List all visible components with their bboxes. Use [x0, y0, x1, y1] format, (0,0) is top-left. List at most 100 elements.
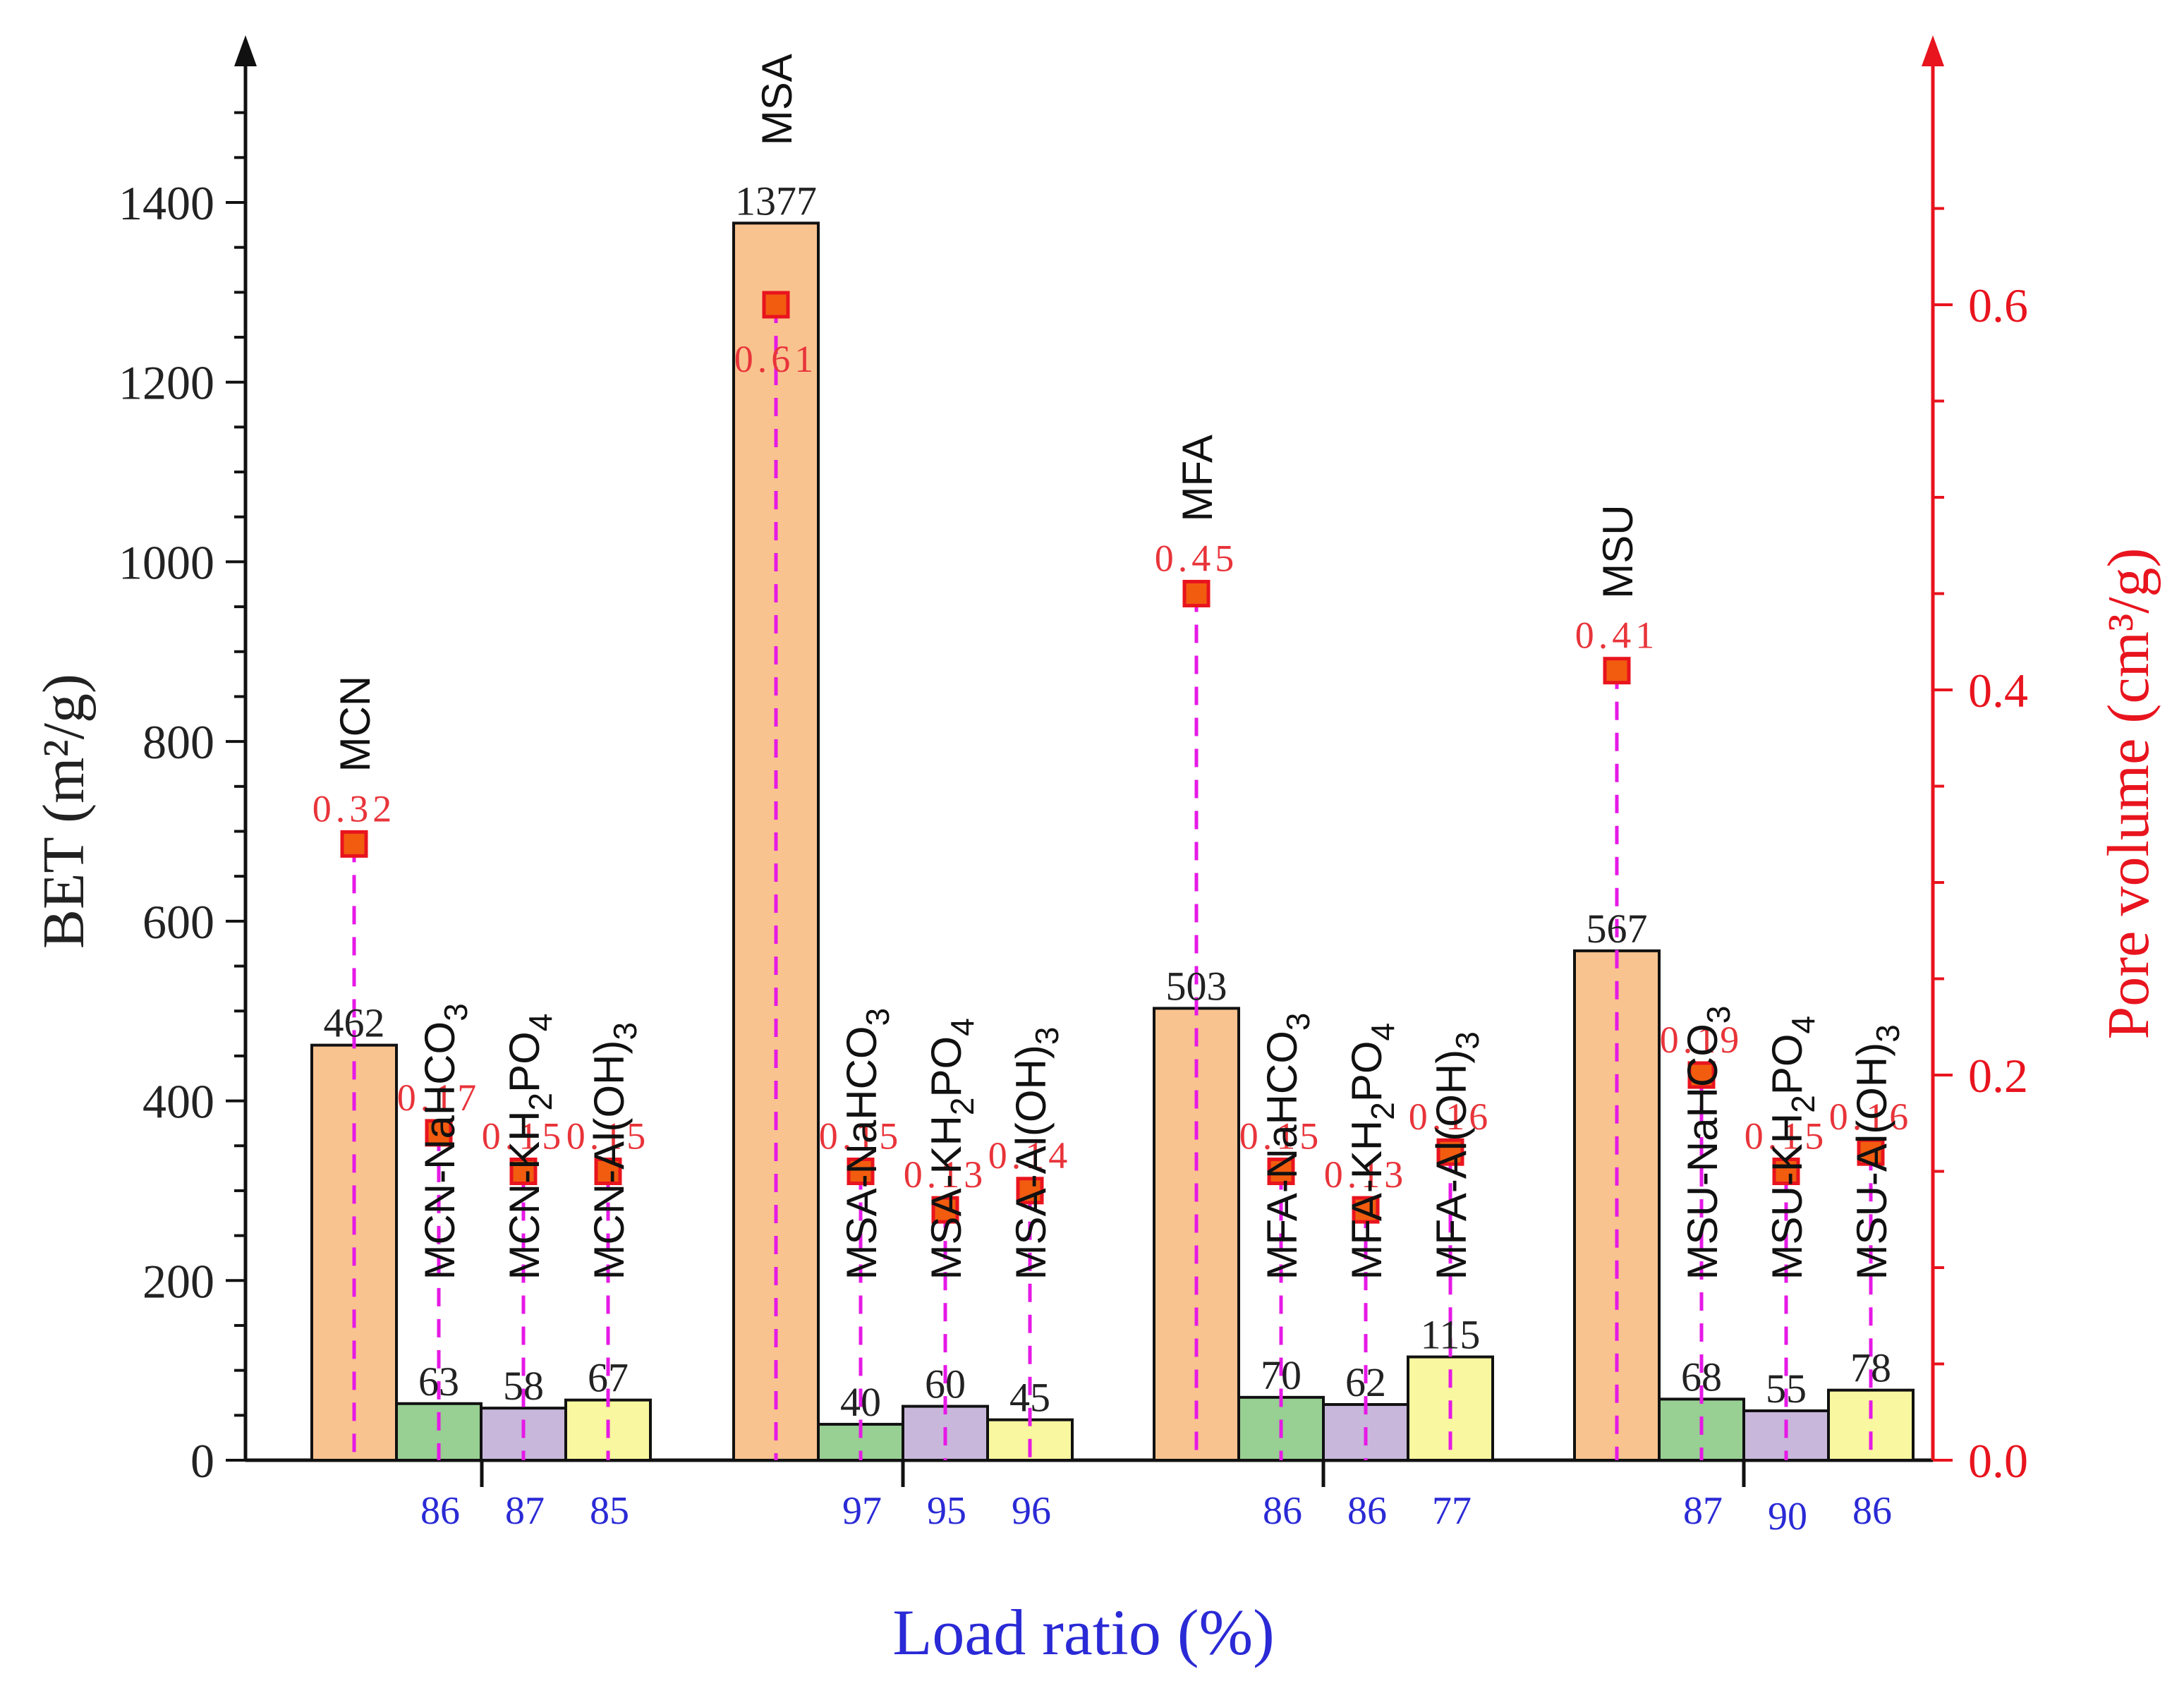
bet-value-label: 68: [1681, 1354, 1722, 1400]
sample-name-main: MCN-KH: [501, 1110, 548, 1280]
bet-value-label: 67: [588, 1355, 629, 1401]
sample-name-tail: PO: [923, 1036, 970, 1098]
load-ratio-label: 90: [1768, 1495, 1807, 1539]
bet-value-label: 63: [418, 1359, 459, 1404]
y-left-tick-label: 200: [142, 1254, 214, 1308]
pore-marker: [762, 291, 790, 319]
bet-value-label: 70: [1261, 1352, 1302, 1398]
pore-marker: [1182, 580, 1211, 607]
bet-value-label: 567: [1587, 906, 1648, 952]
pore-marker: [1687, 1061, 1716, 1089]
sample-name-subscript: 3: [1869, 1024, 1906, 1043]
pore-marker: [594, 1158, 622, 1185]
bet-value-label: 55: [1766, 1366, 1807, 1412]
sample-name-label: MSU: [1594, 504, 1642, 598]
y-axis-left-arrow: [234, 35, 257, 66]
sample-name-subscript: 3: [1449, 1031, 1486, 1050]
y-axis-title-left: BET (m²/g): [31, 674, 97, 949]
bet-value-label: 78: [1850, 1345, 1891, 1391]
sample-name-main: MSU-Al(OH): [1848, 1043, 1895, 1280]
load-ratio-label: 86: [1263, 1489, 1302, 1533]
y-left-tick-label: 1000: [119, 535, 214, 589]
sample-name-label: MFA-NaHCO3: [1258, 1012, 1316, 1280]
sample-name-label: MSA-KH2PO4: [923, 1018, 981, 1280]
pore-value-label: 0.15: [482, 1115, 566, 1158]
load-ratio-label: 77: [1432, 1489, 1472, 1533]
sample-name-label: MFA-KH2PO4: [1343, 1023, 1401, 1280]
pore-value-label: 0.41: [1575, 614, 1659, 657]
pore-lines: [340, 291, 1885, 1460]
sample-name-subscript: 4: [1785, 1016, 1821, 1034]
bet-value-label: 45: [1009, 1375, 1050, 1421]
load-ratio-label: 87: [505, 1489, 545, 1533]
axes: 0 200 400 600 800 1000 1200 1400 0.0 0.2 0.4 0.6: [119, 35, 2028, 1488]
sample-name-subscript: 3: [607, 1022, 643, 1040]
pore-marker: [509, 1158, 538, 1185]
sample-name-label: MSA: [753, 54, 801, 145]
y-right-tick-label: 0.0: [1968, 1434, 2028, 1488]
pore-marker: [1857, 1138, 1885, 1166]
pore-marker: [340, 830, 368, 858]
pore-marker: [1352, 1196, 1380, 1224]
y-left-tick-label: 400: [142, 1075, 214, 1129]
y-left-tick-label: 1400: [119, 176, 214, 230]
x-axis-title: Load ratio (%): [892, 1596, 1275, 1668]
pore-value-label: 0.17: [397, 1076, 481, 1119]
sample-name-main: MCN-NaHCO: [416, 1021, 463, 1280]
sample-name-subscript: 4: [1364, 1023, 1401, 1041]
sample-name-label: MSU-NaHCO3: [1679, 1005, 1737, 1280]
sample-name-main: MCN-Al(OH): [586, 1040, 633, 1280]
load-ratio-label: 97: [842, 1489, 882, 1533]
y-left-tick-label: 1200: [119, 356, 214, 410]
sample-name-main: MCN: [332, 676, 379, 772]
pore-value-label: 0.15: [1745, 1115, 1828, 1158]
sample-name-subscript: 3: [1029, 1027, 1065, 1045]
load-ratio-label: 85: [590, 1489, 629, 1533]
y-left-tick-label: 0: [190, 1434, 214, 1488]
sample-name-subscript: 3: [437, 1003, 474, 1021]
bet-value-label: 462: [324, 1000, 385, 1046]
y-left-tick-label: 800: [142, 715, 214, 769]
sample-name-label: MSU-KH2PO4: [1764, 1016, 1821, 1280]
y-right-tick-label: 0.4: [1968, 664, 2028, 717]
labels: 4620.32MCN630.1786MCN-NaHCO3580.1587MCN-…: [313, 54, 1913, 1539]
sample-name-subscript: 2: [944, 1097, 981, 1115]
pore-value-label: 0.16: [1409, 1096, 1493, 1138]
y-axis-title-right: Pore volume (cm³/g): [2096, 547, 2161, 1039]
pore-marker: [1016, 1177, 1044, 1205]
pore-value-label: 0.16: [1829, 1096, 1913, 1138]
pore-value-label: 0.15: [819, 1115, 903, 1158]
sample-name-main: MSU-KH: [1764, 1113, 1811, 1280]
bet-value-label: 60: [925, 1361, 966, 1407]
bet-value-label: 40: [840, 1379, 881, 1425]
y-right-tick-label: 0.2: [1968, 1049, 2028, 1103]
bet-value-label: 503: [1166, 963, 1227, 1009]
pore-value-label: 0.14: [988, 1134, 1072, 1177]
sample-name-label: MCN-Al(OH)3: [586, 1022, 643, 1280]
sample-name-main: MSA-Al(OH): [1007, 1045, 1055, 1280]
pore-marker: [1772, 1158, 1800, 1185]
sample-name-subscript: 2: [522, 1093, 559, 1111]
pore-marker: [931, 1196, 959, 1224]
sample-name-label: MSA-NaHCO3: [838, 1008, 896, 1280]
sample-name-label: MSU-Al(OH)3: [1848, 1024, 1906, 1280]
pore-marker: [1436, 1138, 1464, 1166]
sample-name-label: MCN: [332, 676, 379, 772]
load-ratio-label: 87: [1683, 1489, 1723, 1533]
sample-name-subscript: 3: [1280, 1012, 1316, 1031]
pore-value-label: 0.15: [1239, 1115, 1323, 1158]
sample-name-main: MFA: [1174, 435, 1221, 521]
bet-value-label: 1377: [735, 178, 817, 224]
y-left-tick-label: 600: [142, 895, 214, 949]
sample-name-label: MCN-NaHCO3: [416, 1003, 474, 1280]
sample-name-subscript: 2: [1364, 1102, 1401, 1120]
y-axis-right-arrow: [1922, 35, 1944, 66]
bet-value-label: 58: [503, 1363, 544, 1409]
sample-name-main: MSA-NaHCO: [838, 1026, 885, 1280]
load-ratio-label: 95: [927, 1489, 966, 1533]
sample-name-tail: PO: [501, 1031, 548, 1093]
load-ratio-label: 96: [1012, 1489, 1051, 1533]
pore-value-label: 0.61: [734, 338, 818, 380]
pore-marker: [1603, 657, 1631, 685]
